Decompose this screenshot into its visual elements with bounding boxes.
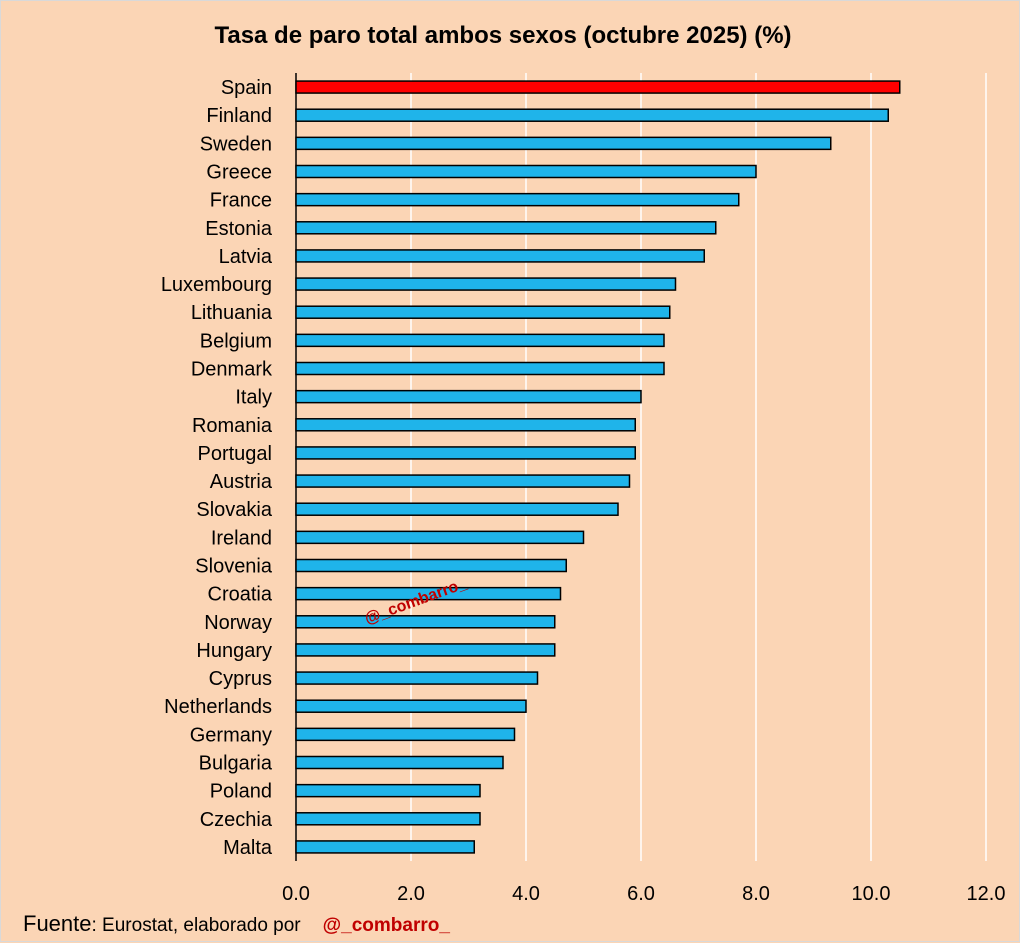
category-label: Greece [206,162,272,184]
bar [295,783,481,798]
bar [295,136,832,151]
bar [295,558,567,573]
bar [295,699,527,713]
bar [295,671,539,685]
bar [295,108,889,122]
category-label: Portugal [198,443,273,465]
category-label: Lithuania [191,302,273,324]
source-note: Fuente: Eurostat, elaborado por @_combarr… [23,911,450,937]
category-label: Cyprus [209,668,272,690]
bar [295,615,556,629]
bar [295,80,901,94]
category-label: Ireland [211,527,272,549]
category-label: Austria [210,471,273,493]
bar [295,277,677,291]
category-label: Netherlands [164,696,272,718]
bars [295,80,901,854]
category-label: Bulgaria [199,753,273,775]
gridlines [295,73,987,861]
category-label: Belgium [200,330,272,352]
category-labels: Spain Finland Sweden Greece France Estonia Lat… [161,77,273,859]
bar [295,840,475,854]
bar [295,249,705,263]
bar [295,221,717,235]
category-label: Romania [192,415,273,437]
bar [295,812,481,826]
category-label: Latvia [219,246,273,268]
x-tick-label: 2.0 [397,883,425,905]
bar [295,530,585,545]
category-label: Estonia [205,218,273,240]
bar [295,586,562,601]
chart-title: Tasa de paro total ambos sexos (octubre … [214,22,791,49]
category-label: Croatia [208,584,273,606]
category-label: Hungary [196,640,272,662]
bar [295,192,740,207]
bar [295,755,504,770]
x-tick-label: 4.0 [512,883,540,905]
category-label: Germany [190,724,272,746]
bar [295,361,665,376]
category-label: Luxembourg [161,274,272,296]
category-label: Finland [206,105,272,127]
category-label: Sweden [200,133,272,155]
bar [295,727,516,742]
category-label: Denmark [191,359,273,381]
x-tick-label: 0.0 [282,883,310,905]
x-tick-labels: 0.0 2.0 4.0 6.0 8.0 10.0 12.0 [282,883,1005,905]
bar [295,418,636,432]
bar [295,164,757,179]
bar [295,305,671,319]
bar [295,446,636,460]
category-label: Italy [235,387,272,409]
bar [295,389,642,404]
category-label: Slovakia [196,499,272,521]
bar [295,333,665,348]
category-label: France [210,190,272,212]
bar [295,643,556,657]
source-text: : Eurostat, elaborado por [91,915,301,936]
source-lead: Fuente [23,911,92,936]
category-label: Czechia [200,809,273,831]
x-tick-label: 10.0 [852,883,891,905]
bar [295,502,619,516]
category-label: Norway [204,612,272,634]
x-tick-label: 8.0 [742,883,770,905]
category-label: Spain [221,77,272,99]
source-handle: @_combarro_ [322,915,450,936]
x-tick-label: 6.0 [627,883,655,905]
category-label: Poland [210,781,272,803]
category-label: Slovenia [195,556,273,578]
x-tick-label: 12.0 [967,883,1006,905]
bar [295,474,631,488]
category-label: Malta [223,837,273,859]
